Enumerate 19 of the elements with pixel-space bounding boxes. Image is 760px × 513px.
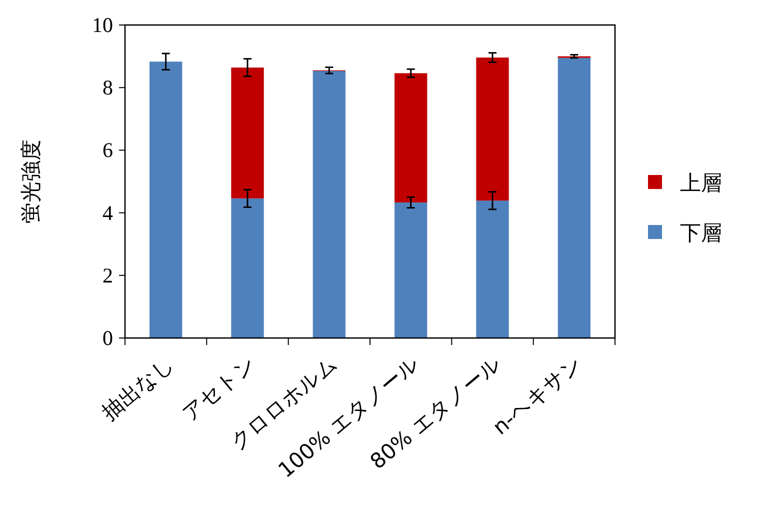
y-tick-label: 2 [102, 263, 113, 288]
y-tick-label: 0 [102, 326, 113, 350]
legend-label: 下層 [680, 221, 722, 245]
bar [231, 68, 264, 198]
y-axis-title: 蛍光強度 [19, 140, 43, 224]
bar [476, 200, 509, 338]
bar [394, 73, 428, 202]
y-tick-label: 8 [102, 76, 113, 100]
y-tick-label: 4 [102, 200, 114, 225]
bar [558, 58, 590, 338]
y-tick-label: 6 [102, 138, 113, 162]
bar [394, 202, 428, 338]
bar [231, 198, 264, 338]
x-tick-label: 抽出なし [98, 351, 179, 425]
legend-label: 上層 [680, 171, 722, 195]
bar [476, 58, 509, 201]
bar [312, 71, 346, 338]
y-tick-label: 10 [92, 13, 113, 37]
bar [150, 62, 182, 338]
